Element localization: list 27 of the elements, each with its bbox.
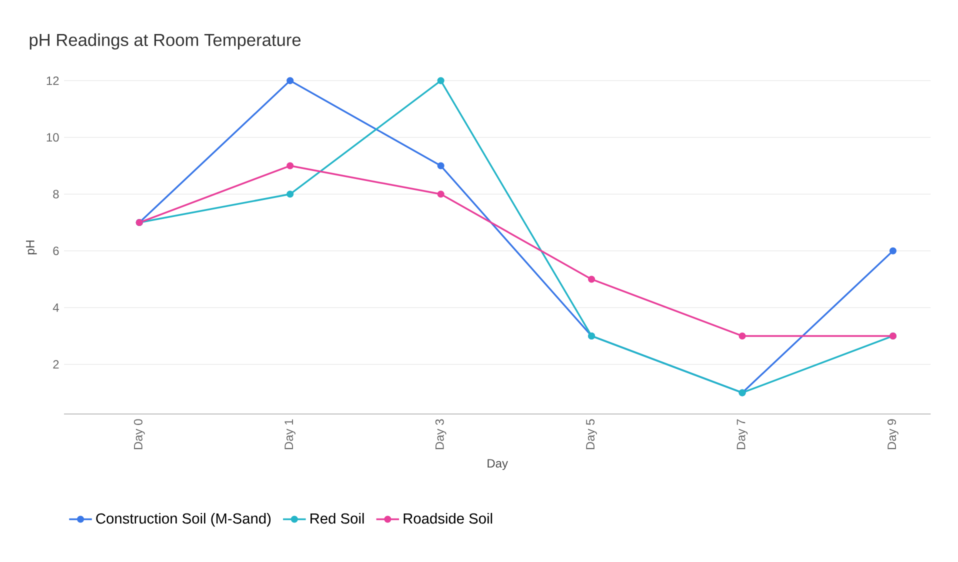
x-tick-label: Day 1 xyxy=(284,419,296,450)
y-tick-label: 6 xyxy=(53,246,59,256)
y-tick-label: 12 xyxy=(46,76,59,85)
point xyxy=(286,162,294,170)
point xyxy=(738,332,746,340)
x-tick-label: Day 5 xyxy=(586,419,597,450)
point xyxy=(286,77,294,84)
x-tick-label: Day 3 xyxy=(435,419,446,450)
point xyxy=(437,190,444,198)
chart-title: pH Readings at Room Temperature xyxy=(30,33,301,50)
y-axis-title: pH xyxy=(26,240,37,254)
point xyxy=(588,276,596,283)
point xyxy=(286,190,294,198)
x-tick-label: Day 0 xyxy=(134,419,145,450)
point xyxy=(437,77,444,84)
y-tick-label: 10 xyxy=(46,133,59,142)
x-tick-label: Day 7 xyxy=(736,419,748,450)
legend-label: Construction Soil (M-Sand) xyxy=(96,512,271,527)
legend-label: Roadside Soil xyxy=(404,512,492,524)
y-tick-label: 2 xyxy=(53,360,59,369)
x-tick-label: Day 9 xyxy=(888,419,898,450)
point xyxy=(437,162,444,170)
legend-label: Red Soil xyxy=(310,512,364,524)
x-axis-title: Day xyxy=(488,459,508,470)
point xyxy=(889,247,897,254)
y-tick-label: 8 xyxy=(53,190,59,198)
y-tick-label: 4 xyxy=(52,303,59,312)
